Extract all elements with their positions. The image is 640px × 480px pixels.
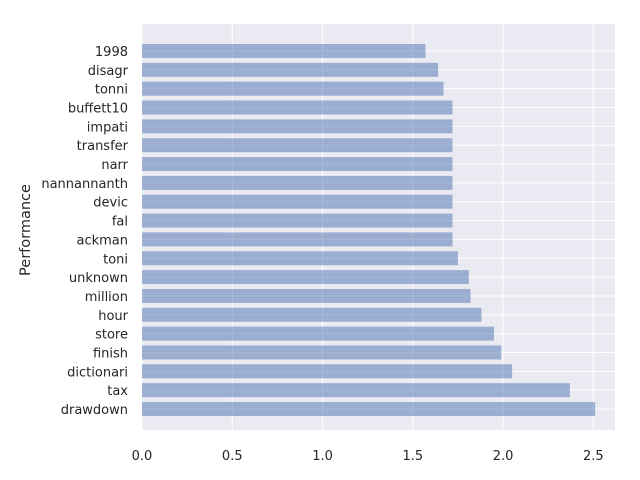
bar-tonni <box>142 81 444 96</box>
y-tick-label: tonni <box>95 83 128 98</box>
x-tick-label: 0.0 <box>132 449 153 464</box>
bar-devic <box>142 194 453 209</box>
y-tick-labels: 1998 disagr tonni buffett10 impati transfer na… <box>41 45 128 418</box>
x-tick-label: 2.5 <box>583 449 604 464</box>
y-tick-label: store <box>95 328 128 343</box>
y-tick-label: toni <box>103 252 128 267</box>
x-tick-label: 1.5 <box>402 449 423 464</box>
bar-disagr <box>142 62 439 77</box>
bar-dictionari <box>142 364 513 379</box>
bar-finish <box>142 345 502 360</box>
y-tick-label: devic <box>93 196 128 211</box>
bar-buffett10 <box>142 100 453 115</box>
y-tick-label: fal <box>112 215 128 230</box>
x-tick-label: 2.0 <box>493 449 514 464</box>
y-tick-label: hour <box>98 309 128 324</box>
bar-unknown <box>142 270 469 285</box>
bar-hour <box>142 307 482 322</box>
x-tick-label: 0.5 <box>222 449 243 464</box>
y-tick-label: drawdown <box>61 403 128 418</box>
bar-impati <box>142 119 453 134</box>
y-tick-label: impati <box>87 120 128 135</box>
bars <box>142 44 596 416</box>
y-tick-label: million <box>85 290 128 305</box>
y-tick-label: ackman <box>76 233 128 248</box>
bar-fal <box>142 213 453 228</box>
y-tick-label: narr <box>101 158 128 173</box>
y-tick-label: unknown <box>69 271 128 286</box>
bar-tax <box>142 383 570 398</box>
y-tick-label: dictionari <box>67 365 128 380</box>
y-tick-label: disagr <box>88 64 129 79</box>
x-tick-label: 1.0 <box>312 449 333 464</box>
y-axis-label: Performance <box>18 184 34 276</box>
x-tick-labels: 0.0 0.5 1.0 1.5 2.0 2.5 <box>132 449 604 464</box>
y-tick-label: buffett10 <box>68 102 128 117</box>
y-tick-label: transfer <box>77 139 129 154</box>
y-tick-label: tax <box>107 384 128 399</box>
bar-store <box>142 326 495 341</box>
y-tick-label: 1998 <box>95 45 128 60</box>
bar-1998 <box>142 44 426 58</box>
y-tick-label: nannannanth <box>41 177 128 192</box>
bar-transfer <box>142 138 453 153</box>
bar-ackman <box>142 232 453 247</box>
bar-drawdown <box>142 402 596 416</box>
bar-million <box>142 288 471 303</box>
bar-narr <box>142 157 453 172</box>
bar-toni <box>142 251 458 266</box>
bar-nannannanth <box>142 175 453 190</box>
y-tick-label: finish <box>93 346 128 361</box>
